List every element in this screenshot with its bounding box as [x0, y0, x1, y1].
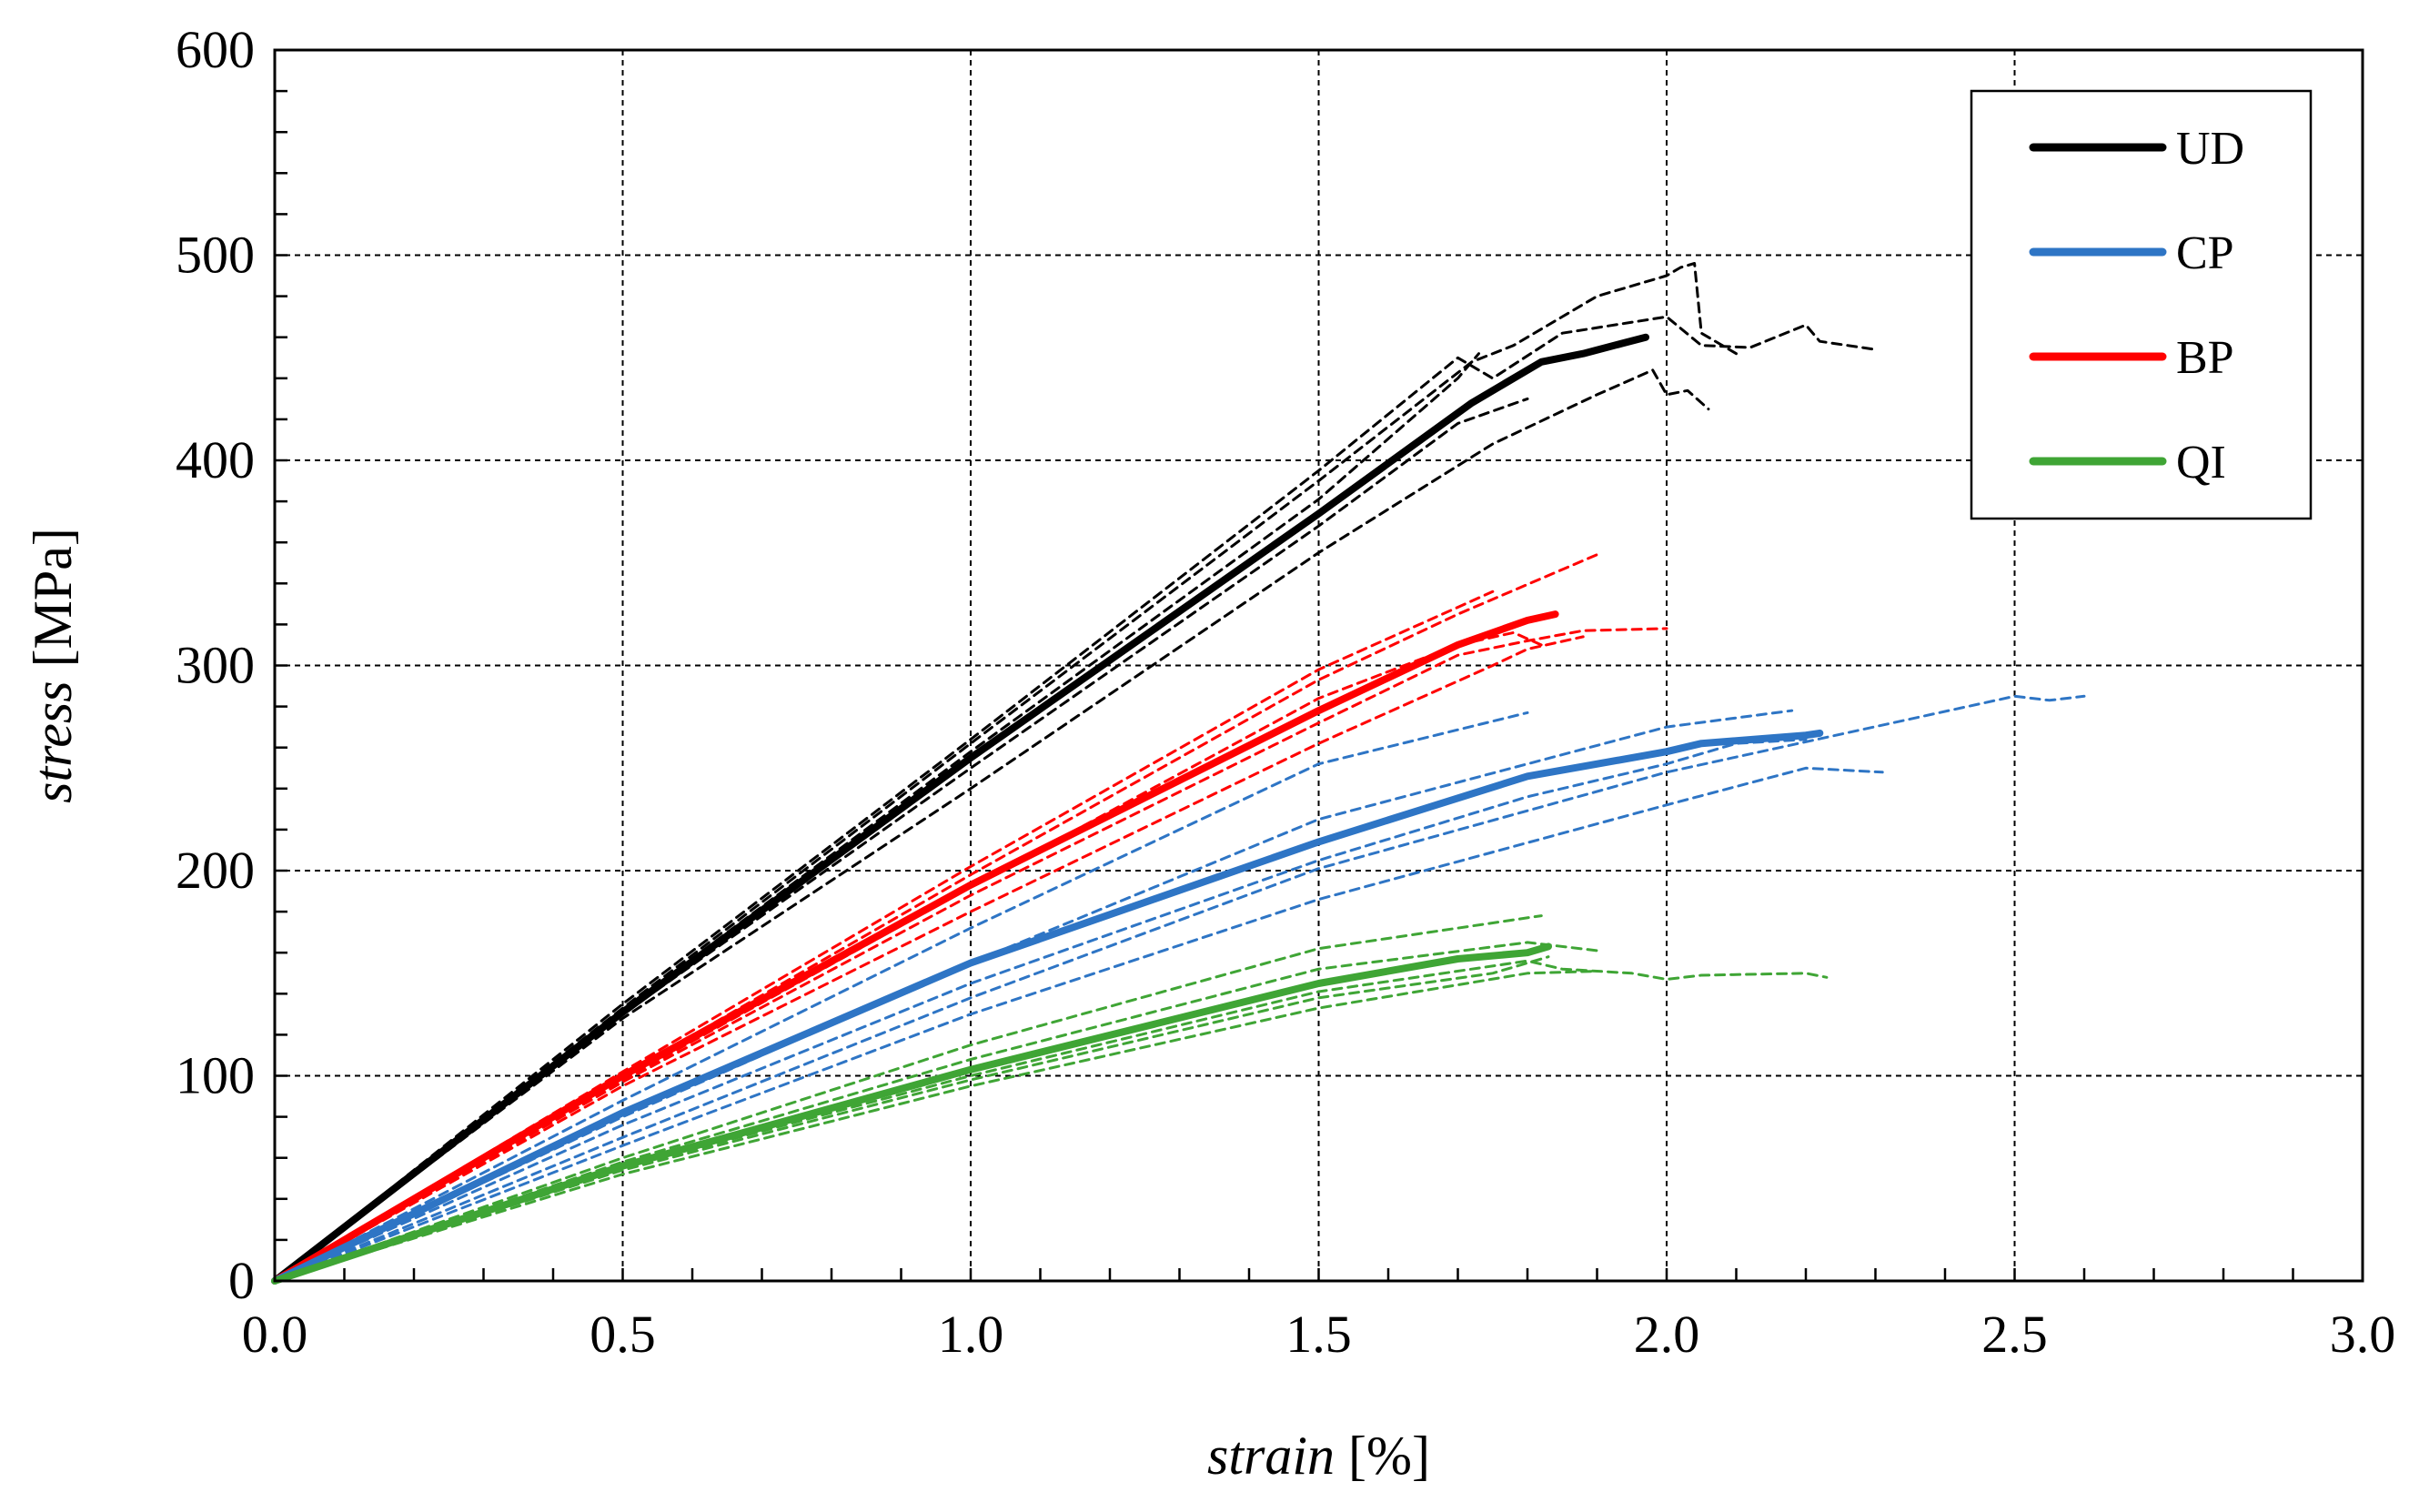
series-cp-specimen-line [273, 738, 1808, 1283]
y-axis-title-italic: stress [23, 680, 83, 802]
series-cp-specimen-line [273, 766, 1884, 1283]
legend-label-bp: BP [2176, 332, 2234, 384]
y-axis-title: stress [MPa] [23, 528, 83, 803]
x-tick-label: 0.5 [590, 1305, 656, 1364]
x-tick-label: 0.0 [242, 1305, 308, 1364]
series-ud-specimen-line [273, 315, 1877, 1283]
grid-lines [275, 50, 2363, 1281]
series-bp-mean-line [271, 610, 1559, 1285]
legend-box [1970, 89, 2313, 520]
series-bp-specimen-line [273, 635, 1585, 1283]
series-qi-specimen-line [273, 955, 1550, 1283]
y-tick-label: 200 [176, 841, 255, 900]
y-axis-title-unit: [MPa] [23, 528, 83, 680]
legend-label-cp: CP [2176, 227, 2234, 279]
series-ud-specimen-line [273, 368, 1710, 1283]
x-tick-label: 1.5 [1285, 1305, 1352, 1364]
legend-label-ud: UD [2176, 123, 2244, 175]
legend-items: UD CP BP QI [2029, 123, 2244, 489]
y-tick-label: 500 [176, 226, 255, 285]
series-cp-mean-line [271, 729, 1824, 1285]
series-cp-specimen-line [273, 711, 1529, 1283]
series-bp-specimen-line [273, 553, 1598, 1283]
series-qi-specimen-line [273, 914, 1543, 1283]
x-tick-label: 1.0 [938, 1305, 1004, 1364]
series-layer [271, 262, 2086, 1285]
legend: UD CP BP QI [1970, 89, 2313, 520]
series-qi-specimen-line [273, 959, 1829, 1283]
x-axis-title-italic: strain [1207, 1426, 1335, 1486]
series-cp-specimen-line [273, 694, 2086, 1283]
y-tick-label: 100 [176, 1046, 255, 1105]
x-axis-title-unit: [%] [1335, 1426, 1430, 1486]
y-tick-label: 300 [176, 636, 255, 695]
series-ud-specimen-line [273, 352, 1480, 1283]
minor-tick-marks [273, 48, 2364, 1283]
y-tick-label: 0 [228, 1251, 255, 1310]
series-ud-mean-line [271, 333, 1649, 1285]
series-cp-specimen-line [273, 709, 1794, 1283]
series-bp-specimen-line [273, 627, 1668, 1283]
x-axis-title: strain [%] [1207, 1426, 1430, 1486]
series-ud-specimen-line [273, 262, 1738, 1283]
series-qi-mean-line [271, 942, 1552, 1285]
x-tick-labels: 0.0 0.5 1.0 1.5 2.0 2.5 3.0 [242, 1305, 2396, 1364]
series-qi-specimen-line [273, 970, 1598, 1283]
plot-frame [273, 48, 2364, 1283]
x-tick-label: 3.0 [2330, 1305, 2396, 1364]
y-tick-label: 600 [176, 20, 255, 79]
y-tick-labels: 0 100 200 300 400 500 600 [176, 20, 255, 1310]
x-tick-label: 2.5 [1981, 1305, 2048, 1364]
y-tick-label: 400 [176, 430, 255, 489]
x-tick-label: 2.0 [1634, 1305, 1700, 1364]
legend-label-qi: QI [2176, 437, 2226, 489]
